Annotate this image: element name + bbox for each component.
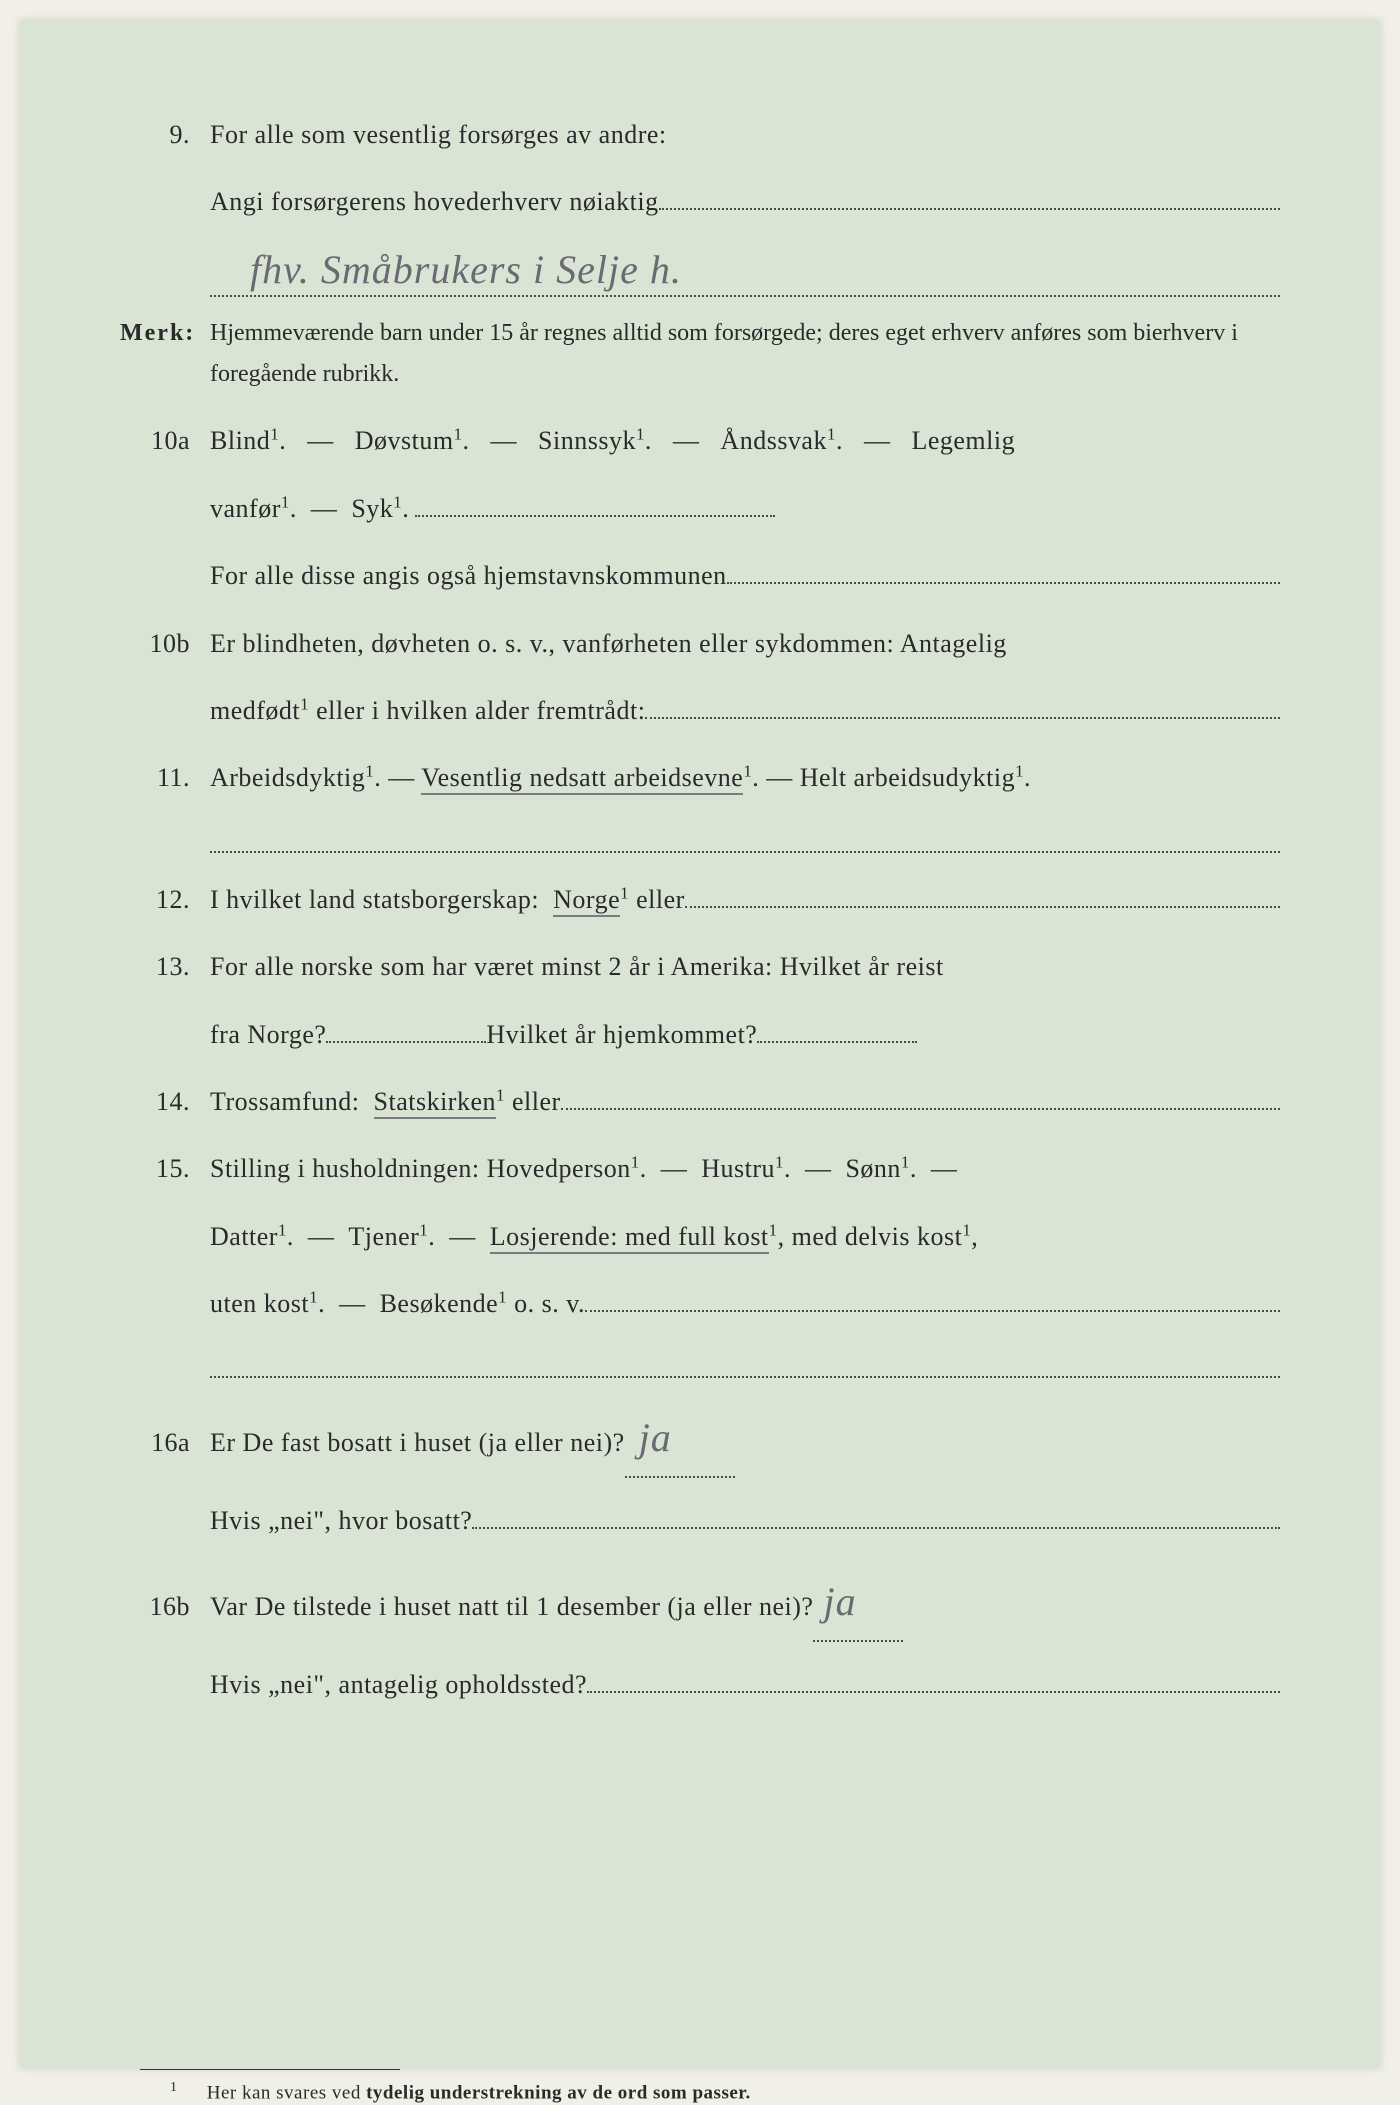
q10a-options-line1: Blind1. — Døvstum1. — Sinnssyk1. — Åndss… <box>210 416 1280 465</box>
q11-selected: Vesentlig nedsatt arbeidsevne <box>421 763 743 795</box>
q15-blank-line <box>210 1346 1280 1378</box>
question-10b: 10b Er blindheten, døvheten o. s. v., va… <box>140 619 1280 736</box>
question-12: 12. I hvilket land statsborgerskap: Norg… <box>140 875 1280 924</box>
question-13: 13. For alle norske som har været minst … <box>140 942 1280 1059</box>
q16a-q1: Er De fast bosatt i huset (ja eller nei)… <box>210 1400 1280 1478</box>
q16b-q2: Hvis „nei", antagelig opholdssted? <box>210 1660 1280 1709</box>
q9-number: 9. <box>140 110 210 159</box>
q11-options: Arbeidsdyktig1. — Vesentlig nedsatt arbe… <box>210 753 1280 802</box>
q10b-line1: Er blindheten, døvheten o. s. v., vanfør… <box>210 619 1280 668</box>
q16a-q2: Hvis „nei", hvor bosatt? <box>210 1496 1280 1545</box>
q10a-line3: For alle disse angis også hjemstavnskomm… <box>210 551 727 600</box>
q9-handwritten-answer: fhv. Småbrukers i Selje h. <box>210 245 1280 297</box>
q15-number: 15. <box>140 1144 210 1193</box>
question-11: 11. Arbeidsdyktig1. — Vesentlig nedsatt … <box>140 753 1280 852</box>
q16a-answer: ja <box>639 1415 672 1460</box>
merk-note: Merk: Hjemmeværende barn under 15 år reg… <box>140 313 1280 395</box>
q9-line2-label: Angi forsørgerens hovederhverv nøiaktig <box>210 177 659 226</box>
q13-line2: fra Norge? Hvilket år hjemkommet? <box>210 1010 1280 1059</box>
q13-number: 13. <box>140 942 210 991</box>
q11-blank-line <box>210 821 1280 853</box>
q15-line3: uten kost1. — Besøkende1 o. s. v. <box>210 1279 1280 1328</box>
question-16a: 16a Er De fast bosatt i huset (ja eller … <box>140 1400 1280 1545</box>
footnote: 1 Her kan svares ved tydelig understrekn… <box>170 2080 1280 2104</box>
q15-line1: Stilling i husholdningen: Hovedperson1. … <box>210 1144 1280 1193</box>
q12-number: 12. <box>140 875 210 924</box>
q14-number: 14. <box>140 1077 210 1126</box>
q16b-answer: ja <box>823 1579 856 1624</box>
q14-selected: Statskirken <box>374 1087 497 1119</box>
q12-selected: Norge <box>553 885 620 917</box>
footnote-rule <box>140 2069 400 2070</box>
census-form-page: 9. For alle som vesentlig forsørges av a… <box>20 20 1380 2068</box>
q13-line1: For alle norske som har været minst 2 år… <box>210 942 1280 991</box>
q16b-q1: Var De tilstede i huset natt til 1 desem… <box>210 1564 1280 1642</box>
question-9: 9. For alle som vesentlig forsørges av a… <box>140 110 1280 297</box>
question-14: 14. Trossamfund: Statskirken1 eller <box>140 1077 1280 1126</box>
q10b-line2: medfødt1 eller i hvilken alder fremtrådt… <box>210 686 1280 735</box>
question-16b: 16b Var De tilstede i huset natt til 1 d… <box>140 1564 1280 1709</box>
q16a-number: 16a <box>140 1418 210 1467</box>
question-10a: 10a Blind1. — Døvstum1. — Sinnssyk1. — Å… <box>140 416 1280 600</box>
merk-text: Hjemmeværende barn under 15 år regnes al… <box>210 313 1280 395</box>
q9-line2-fill <box>659 182 1280 211</box>
question-15: 15. Stilling i husholdningen: Hovedperso… <box>140 1144 1280 1378</box>
q15-selected: Losjerende: med full kost <box>490 1222 769 1254</box>
q14-text: Trossamfund: Statskirken1 eller <box>210 1077 1280 1126</box>
q9-line1: For alle som vesentlig forsørges av andr… <box>210 110 1280 159</box>
q10a-number: 10a <box>140 416 210 465</box>
q12-text: I hvilket land statsborgerskap: Norge1 e… <box>210 875 1280 924</box>
q10a-options-line2: vanfør1. — Syk1. <box>210 484 1280 533</box>
q15-line2: Datter1. — Tjener1. — Losjerende: med fu… <box>210 1212 1280 1261</box>
merk-label: Merk: <box>120 313 210 354</box>
q16b-number: 16b <box>140 1582 210 1631</box>
q11-number: 11. <box>140 753 210 802</box>
q10b-number: 10b <box>140 619 210 668</box>
